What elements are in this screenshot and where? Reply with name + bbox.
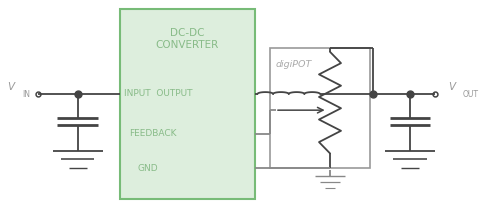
Text: V: V (8, 82, 14, 92)
Text: OUT: OUT (462, 90, 478, 99)
Text: DC-DC
CONVERTER: DC-DC CONVERTER (156, 28, 219, 50)
Text: digiPOT: digiPOT (276, 60, 312, 69)
Text: GND: GND (138, 164, 158, 173)
Text: IN: IN (22, 90, 30, 99)
Text: INPUT  OUTPUT: INPUT OUTPUT (124, 89, 192, 98)
Bar (120, 9, 255, 199)
Text: FEEDBACK: FEEDBACK (129, 129, 176, 138)
Bar (270, 48, 370, 168)
Text: V: V (448, 82, 456, 92)
